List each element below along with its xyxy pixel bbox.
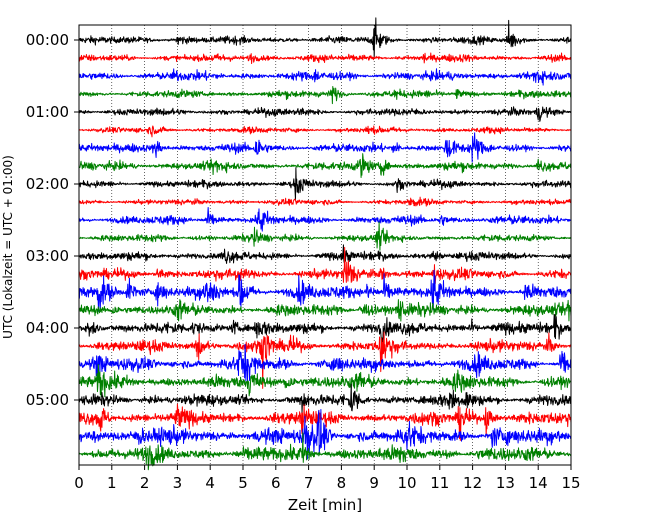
x-tick-label-14: 14 — [529, 474, 548, 492]
x-axis-label: Zeit [min] — [288, 496, 362, 514]
trace-0300 — [78, 244, 572, 264]
trace-0415 — [78, 331, 572, 389]
trace-0045 — [78, 86, 572, 105]
y-tick-label-0400: 04:00 — [26, 319, 69, 337]
y-tick-label-0500: 05:00 — [26, 391, 69, 409]
trace-0215 — [78, 196, 572, 207]
plot-frame — [78, 24, 572, 466]
trace-0430 — [78, 343, 572, 382]
trace-0445 — [78, 364, 572, 398]
x-tick-label-13: 13 — [496, 474, 515, 492]
x-tick-label-8: 8 — [337, 474, 347, 492]
x-tick-label-4: 4 — [205, 474, 215, 492]
trace-0545 — [78, 432, 572, 471]
x-tick-label-11: 11 — [430, 474, 449, 492]
trace-0130 — [78, 132, 572, 163]
trace-0000 — [78, 17, 572, 59]
trace-0245 — [78, 221, 572, 251]
trace-0515 — [78, 403, 572, 441]
trace-0100 — [78, 106, 572, 122]
x-tick-label-0: 0 — [74, 474, 84, 492]
x-tick-label-5: 5 — [238, 474, 248, 492]
x-tick-label-10: 10 — [397, 474, 416, 492]
y-axis-ticks: 00:00 01:00 02:00 03:00 04:00 05:00 — [26, 31, 79, 409]
x-tick-label-15: 15 — [561, 474, 580, 492]
x-tick-label-2: 2 — [140, 474, 150, 492]
y-axis-label: UTC (Lokalzeit = UTC + 01:00) — [1, 155, 15, 339]
x-tick-label-6: 6 — [271, 474, 281, 492]
x-tick-label-7: 7 — [304, 474, 314, 492]
trace-0230 — [78, 206, 572, 232]
trace-0315 — [78, 246, 572, 284]
x-axis-ticks: 0 1 2 3 4 5 6 7 8 9 10 11 12 13 14 15 — [74, 465, 581, 492]
trace-0345 — [78, 299, 572, 322]
trace-0400 — [78, 313, 572, 349]
x-tick-label-3: 3 — [173, 474, 183, 492]
trace-0145 — [78, 153, 572, 178]
x-tick-label-12: 12 — [463, 474, 482, 492]
y-tick-label-0200: 02:00 — [26, 175, 69, 193]
y-tick-label-0100: 01:00 — [26, 103, 69, 121]
y-tick-label-0000: 00:00 — [26, 31, 69, 49]
trace-0115 — [78, 125, 572, 138]
trace-0530 — [78, 408, 572, 460]
grid-layer — [111, 25, 539, 465]
trace-0030 — [78, 68, 572, 86]
trace-0500 — [78, 383, 572, 413]
y-tick-label-0300: 03:00 — [26, 247, 69, 265]
x-tick-label-9: 9 — [369, 474, 379, 492]
x-tick-label-1: 1 — [107, 474, 117, 492]
trace-0015 — [78, 52, 572, 65]
trace-layer — [78, 17, 572, 471]
trace-0200 — [78, 167, 572, 201]
trace-0330 — [78, 269, 572, 312]
